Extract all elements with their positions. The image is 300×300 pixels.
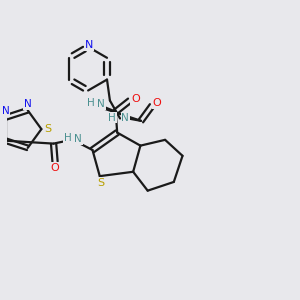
Text: N: N — [85, 40, 94, 50]
Text: O: O — [153, 98, 162, 108]
Text: O: O — [131, 94, 140, 104]
Text: O: O — [51, 163, 59, 173]
Text: N: N — [2, 106, 10, 116]
Text: N: N — [97, 99, 105, 109]
Text: N: N — [122, 113, 129, 123]
Text: H: H — [87, 98, 95, 108]
Text: H: H — [108, 112, 116, 123]
Text: N: N — [74, 134, 82, 144]
Text: H: H — [64, 133, 72, 143]
Text: N: N — [24, 99, 32, 109]
Text: S: S — [44, 124, 51, 134]
Text: S: S — [98, 178, 105, 188]
